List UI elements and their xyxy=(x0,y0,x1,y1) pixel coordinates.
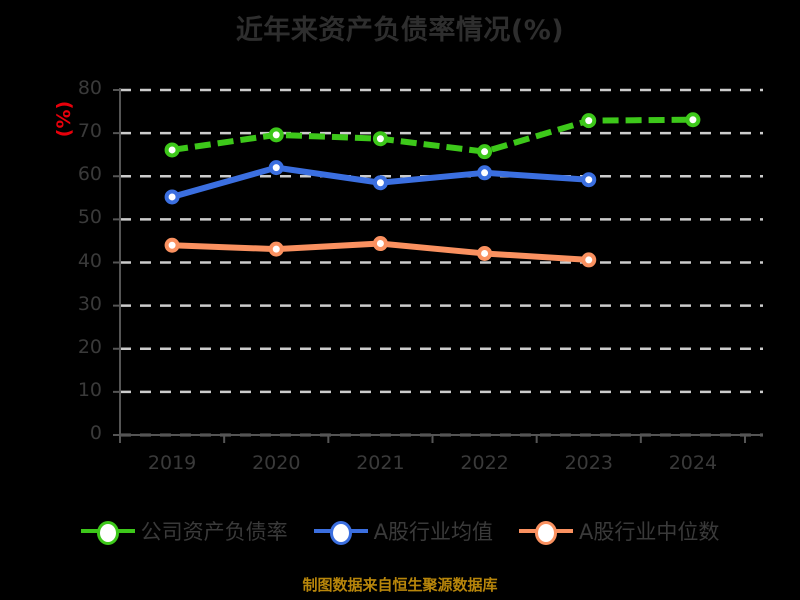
y-axis-tick-label: 60 xyxy=(77,163,102,186)
legend-dot xyxy=(96,521,119,545)
y-axis-tick-label: 40 xyxy=(77,249,102,272)
x-axis-tick-label: 2023 xyxy=(564,452,613,474)
data-point-marker[interactable] xyxy=(268,241,284,257)
data-point-marker[interactable] xyxy=(581,113,597,129)
legend-dot xyxy=(329,521,352,545)
data-point-marker[interactable] xyxy=(164,189,180,205)
legend-label: A股行业均值 xyxy=(373,520,493,544)
x-axis-tick-label: 2021 xyxy=(356,452,405,474)
x-axis-tick-label: 2019 xyxy=(147,452,197,474)
data-point-marker[interactable] xyxy=(372,175,388,191)
y-axis-tick-label: 80 xyxy=(77,77,102,99)
legend-dot xyxy=(535,521,557,545)
legend-item[interactable]: A股行业中位数 xyxy=(519,516,719,546)
legend-label: A股行业中位数 xyxy=(579,520,720,544)
data-point-marker[interactable] xyxy=(268,127,284,143)
data-point-marker[interactable] xyxy=(164,237,180,253)
legend-item[interactable]: A股行业均值 xyxy=(313,516,493,546)
data-point-marker[interactable] xyxy=(581,252,597,268)
data-point-marker[interactable] xyxy=(372,131,388,147)
data-point-marker[interactable] xyxy=(268,160,284,176)
x-axis-tick-label: 2024 xyxy=(668,452,718,474)
data-point-marker[interactable] xyxy=(372,236,388,252)
data-point-marker[interactable] xyxy=(164,142,180,158)
data-point-marker[interactable] xyxy=(477,245,493,261)
chart-title: 近年来资产负债率情况(%) xyxy=(235,15,565,46)
y-axis-tick-label: 20 xyxy=(77,335,102,358)
y-axis-tick-label: 70 xyxy=(77,120,102,143)
series-line xyxy=(171,116,693,155)
source-note: 制图数据来自恒生聚源数据库 xyxy=(302,576,498,594)
data-point-marker[interactable] xyxy=(477,165,493,181)
y-axis-tick-label: 50 xyxy=(77,206,102,229)
chart-legend: 公司资产负债率 A股行业均值 A股行业中位数 xyxy=(0,516,800,546)
y-axis-tick-label: 10 xyxy=(77,378,102,401)
data-point-marker[interactable] xyxy=(685,112,701,128)
data-point-marker[interactable] xyxy=(477,144,493,160)
legend-item[interactable]: 公司资产负债率 xyxy=(80,516,288,546)
x-axis-tick-label: 2020 xyxy=(252,452,301,474)
legend-marker-icon xyxy=(313,518,368,545)
legend-marker-icon xyxy=(519,518,573,545)
legend-marker-icon xyxy=(80,518,135,545)
legend-label: 公司资产负债率 xyxy=(140,520,288,544)
data-point-marker[interactable] xyxy=(581,172,597,188)
y-axis-tick-label: 0 xyxy=(89,422,102,444)
y-axis-tick-label: 30 xyxy=(77,292,102,315)
x-axis-tick-label: 2022 xyxy=(460,452,509,474)
